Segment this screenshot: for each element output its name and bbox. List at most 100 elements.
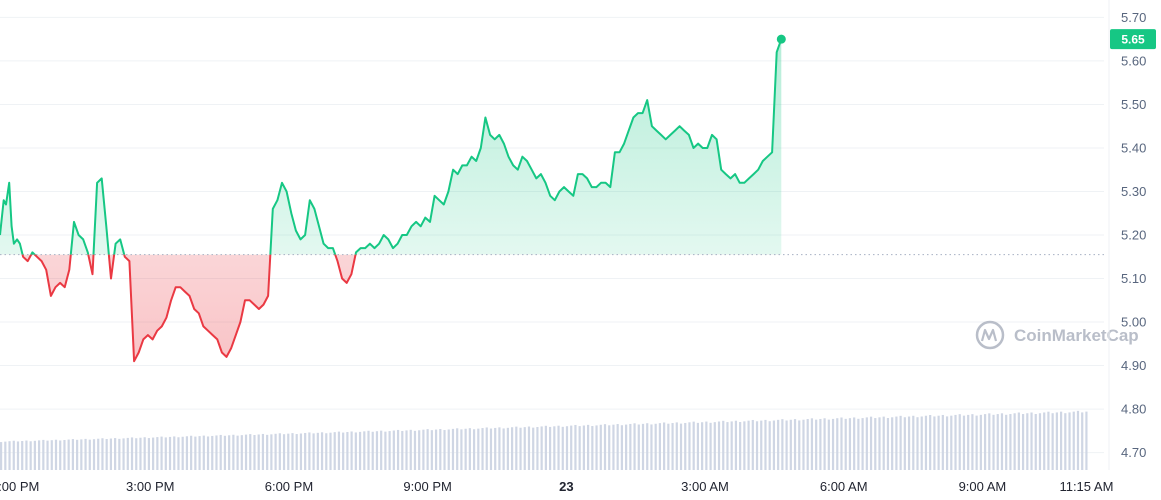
volume-bar [143, 437, 146, 470]
volume-bar [553, 426, 556, 470]
volume-bar [367, 430, 370, 470]
volume-bar [59, 440, 62, 470]
volume-bar [168, 436, 172, 470]
volume-bar [591, 426, 594, 470]
volume-bar [747, 420, 750, 470]
volume-bar [688, 422, 691, 470]
volume-bar [468, 428, 471, 470]
volume-bar [122, 438, 125, 470]
volume-bar [793, 419, 797, 470]
volume-bar [557, 425, 560, 470]
volume-bar [219, 434, 222, 470]
volume-bar [392, 430, 395, 470]
volume-bar [789, 419, 792, 470]
volume-bar [608, 425, 611, 470]
volume-bar [848, 418, 852, 470]
volume-bar [903, 417, 906, 470]
volume-bar [595, 425, 598, 470]
volume-bar [190, 435, 193, 470]
volume-bar [164, 437, 167, 470]
volume-bar [836, 418, 839, 470]
volume-bar [156, 437, 159, 470]
volume-bar [160, 436, 163, 470]
volume-bar [717, 421, 721, 470]
volume-bar [979, 414, 982, 470]
volume-bar [430, 430, 433, 470]
x-tick-label: 11:15 AM [1059, 479, 1113, 494]
volume-bar [861, 418, 864, 470]
volume-bar [912, 415, 915, 470]
volume-bar [0, 442, 3, 470]
volume-bar [443, 430, 446, 470]
volume-bar [603, 424, 607, 470]
volume-bar [80, 439, 83, 470]
volume-bar [709, 422, 712, 470]
volume-bar [223, 435, 227, 470]
volume-bar [1038, 413, 1042, 470]
volume-bar [1034, 413, 1037, 470]
volume-bar [886, 418, 890, 470]
volume-bar [785, 420, 788, 470]
volume-bar [701, 422, 704, 470]
volume-bar [308, 432, 311, 470]
area-fill-down [22, 254, 356, 362]
volume-bar [456, 428, 459, 470]
volume-bar [637, 424, 640, 470]
x-tick-label: 23 [559, 479, 573, 494]
volume-bar [992, 414, 995, 470]
volume-bar [798, 420, 801, 470]
volume-bar [696, 422, 700, 470]
volume-bar [291, 433, 294, 470]
volume-bar [38, 440, 41, 470]
volume-bar [810, 418, 814, 470]
volume-bar [109, 438, 112, 470]
volume-bar [434, 429, 438, 470]
x-tick-label: 9:00 AM [959, 479, 1007, 494]
volume-bar [84, 438, 87, 470]
volume-bar [827, 419, 830, 470]
volume-bar [76, 439, 79, 470]
volume-bar [996, 414, 999, 470]
watermark: CoinMarketCap [975, 320, 1139, 350]
volume-bar [510, 427, 514, 470]
volume-bar [633, 423, 636, 470]
volume-bar [777, 419, 780, 470]
volume-bar [139, 437, 142, 470]
volume-bar [152, 437, 155, 470]
volume-bar [405, 430, 408, 470]
volume-bar [185, 436, 189, 470]
logo-ring [975, 320, 1005, 350]
volume-bar [173, 436, 176, 470]
volume-bar [895, 416, 898, 470]
x-tick-label: 3:00 PM [126, 479, 174, 494]
volume-bar [570, 425, 573, 470]
volume-bar [295, 434, 298, 470]
volume-bar [958, 414, 961, 470]
volume-bar [21, 440, 24, 470]
volume-bar [177, 437, 180, 470]
volume-bar [907, 416, 911, 470]
x-tick-label: 12:00 PM [0, 479, 39, 494]
volume-bar [671, 423, 674, 470]
volume-bar [713, 422, 716, 470]
y-axis: 4.70 4.80 4.90 5.00 5.10 5.20 5.30 5.40 5.50 5.60… [1108, 0, 1146, 470]
volume-bar [494, 427, 497, 470]
current-price-dot [776, 34, 786, 44]
x-axis: 12:00 PM 3:00 PM 6:00 PM 9:00 PM 23 3:00 AM 6:… [0, 479, 1113, 494]
volume-bar [853, 417, 856, 470]
volume-bar [739, 422, 742, 470]
volume-bar [891, 417, 894, 470]
volume-bar [92, 439, 96, 470]
volume-bar [375, 431, 379, 470]
volume-bar [114, 438, 117, 470]
volume-bar [502, 428, 505, 470]
volume-bar [574, 424, 577, 470]
volume-bar [819, 418, 822, 470]
volume-bar [63, 440, 66, 470]
volume-bar [413, 430, 417, 470]
current-price-badge-bg [1110, 29, 1156, 50]
volume-bar [1005, 414, 1008, 470]
volume-bar [198, 436, 201, 470]
volume-bar [1059, 411, 1063, 470]
y-tick-label: 5.00 [1121, 315, 1146, 330]
